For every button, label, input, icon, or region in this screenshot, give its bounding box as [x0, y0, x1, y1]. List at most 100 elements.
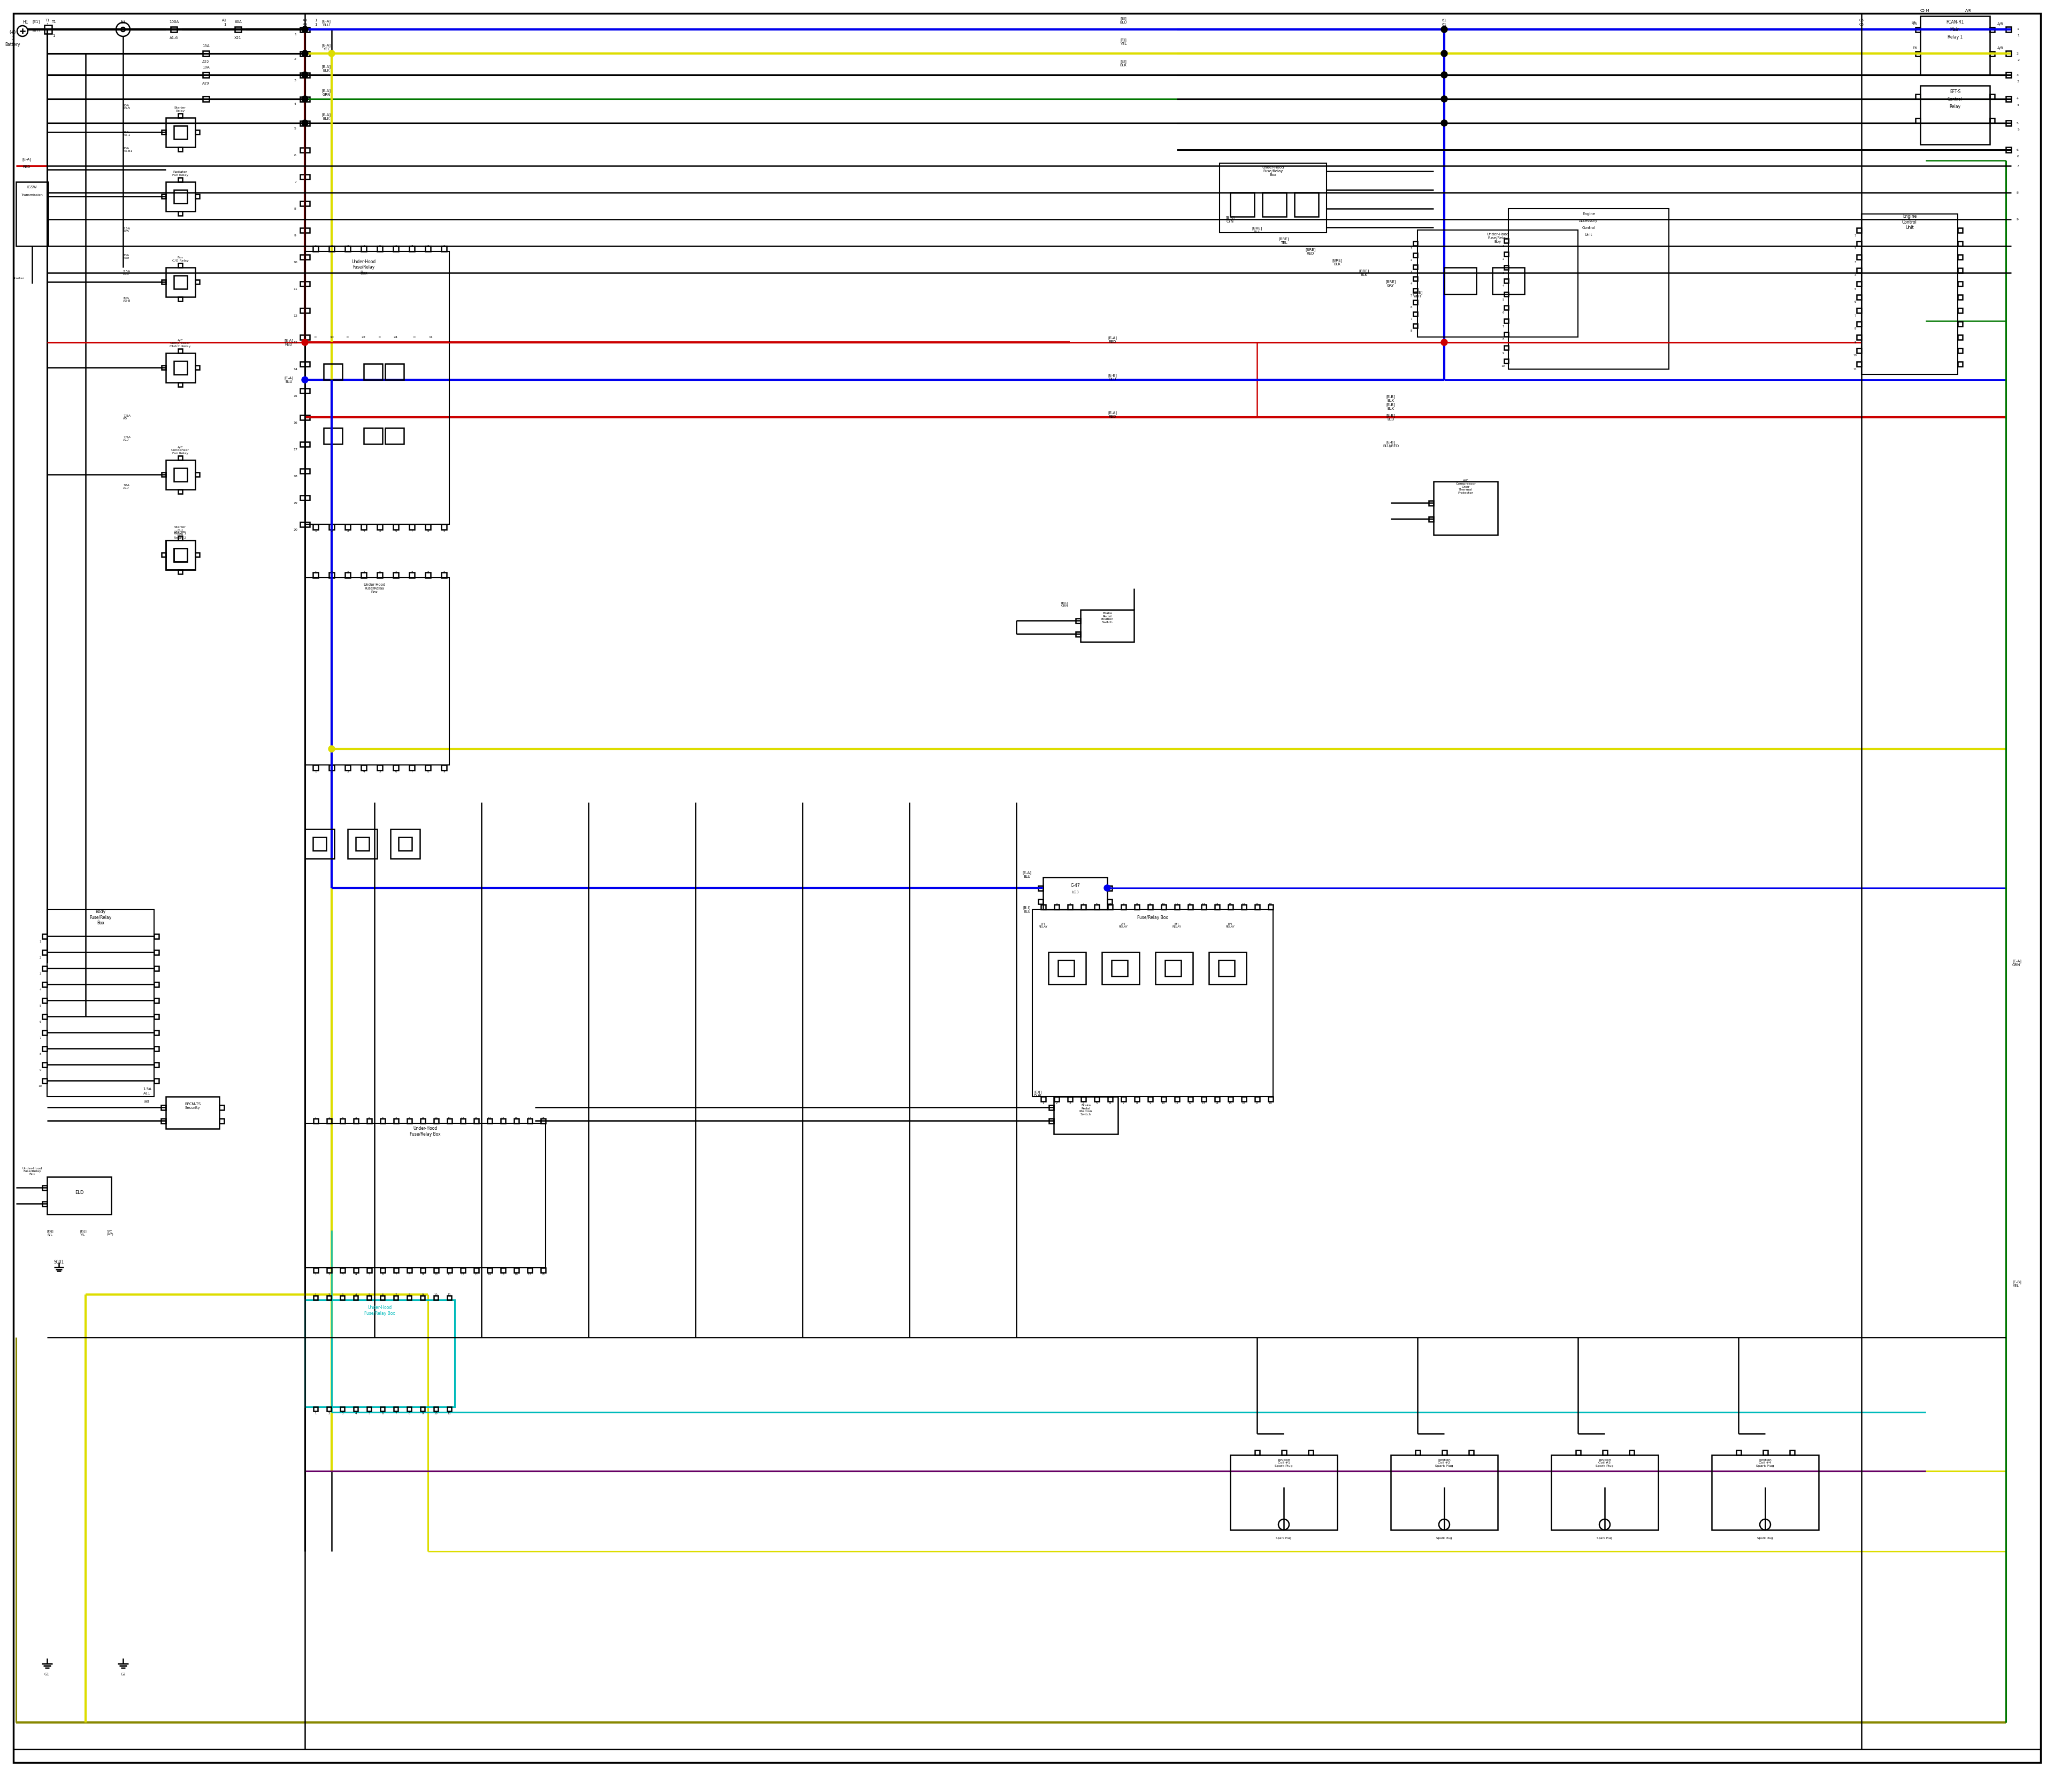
Text: ELD: ELD — [74, 1190, 84, 1195]
Bar — [1058, 961, 1074, 977]
Text: 22: 22 — [362, 335, 366, 339]
Bar — [1187, 905, 1193, 909]
Bar — [460, 1267, 466, 1272]
Text: Ignition
Coil #2
Spark Plug: Ignition Coil #2 Spark Plug — [1436, 1459, 1452, 1468]
Text: [BRE]
WHT: [BRE] WHT — [1413, 290, 1423, 297]
Bar — [407, 1407, 411, 1410]
Bar — [312, 525, 318, 530]
Bar — [378, 572, 382, 577]
Circle shape — [1442, 72, 1448, 79]
Text: Transmission: Transmission — [21, 194, 43, 197]
Bar — [304, 468, 310, 473]
Bar — [1857, 348, 1861, 353]
Text: Spark Plug: Spark Plug — [1436, 1536, 1452, 1539]
Bar — [1267, 905, 1273, 909]
Text: Accessory: Accessory — [1580, 219, 1598, 222]
Bar — [409, 525, 415, 530]
Circle shape — [329, 745, 335, 753]
Bar — [43, 998, 47, 1004]
Bar — [1957, 269, 1962, 272]
Bar — [448, 1267, 452, 1272]
Circle shape — [1442, 50, 1448, 57]
Bar — [392, 765, 398, 771]
Text: E3: E3 — [121, 20, 125, 25]
Text: 12: 12 — [1189, 1102, 1191, 1104]
Bar — [1504, 346, 1508, 349]
Bar — [329, 572, 335, 577]
Bar — [1415, 1450, 1419, 1455]
Bar — [1916, 52, 1920, 56]
Bar — [195, 131, 199, 134]
Bar — [442, 246, 446, 251]
Bar — [1736, 1450, 1742, 1455]
Text: 18: 18 — [1269, 1102, 1271, 1104]
Text: 30A
A39: 30A A39 — [123, 254, 129, 260]
Bar — [1210, 952, 1247, 984]
Text: 15: 15 — [501, 1272, 505, 1276]
Bar — [1095, 905, 1099, 909]
Bar — [154, 1063, 158, 1068]
Bar — [1080, 609, 1134, 642]
Text: EFI
RELAY: EFI RELAY — [1173, 923, 1181, 928]
Text: 10: 10 — [1163, 1102, 1165, 1104]
Bar — [304, 308, 310, 314]
Bar — [1857, 228, 1861, 233]
Text: [E-B]
BLU: [E-B] BLU — [1386, 414, 1395, 421]
Bar — [1054, 1097, 1060, 1102]
Bar — [1920, 86, 1990, 145]
Text: Engine: Engine — [1582, 213, 1596, 215]
Text: 2: 2 — [2017, 59, 2019, 61]
Text: 1: 1 — [51, 34, 55, 38]
Bar — [362, 572, 366, 577]
Bar — [368, 1267, 372, 1272]
Text: Starter
Cut
Relay 2: Starter Cut Relay 2 — [175, 530, 187, 539]
Text: T1: T1 — [51, 20, 55, 23]
Text: [E-B]
BLU/RED: [E-B] BLU/RED — [1382, 441, 1399, 448]
Bar — [1417, 229, 1577, 337]
Text: A/C
Compressor
Clutch Relay: A/C Compressor Clutch Relay — [170, 339, 191, 348]
Bar — [345, 246, 351, 251]
Bar — [1043, 878, 1107, 909]
Text: 2: 2 — [294, 57, 296, 61]
Text: C: C — [413, 335, 415, 339]
Text: 15: 15 — [501, 1116, 505, 1120]
Bar — [1990, 118, 1994, 124]
Bar — [175, 468, 187, 482]
Circle shape — [329, 50, 335, 57]
Bar — [1413, 324, 1417, 328]
Bar — [1202, 1097, 1206, 1102]
Text: Spark Plug: Spark Plug — [1758, 1536, 1773, 1539]
Bar — [380, 1118, 386, 1124]
Bar — [162, 366, 166, 369]
Bar — [175, 276, 187, 289]
Text: [E-B]
BLK: [E-B] BLK — [1386, 394, 1395, 401]
Text: Spark Plug: Spark Plug — [1276, 1536, 1292, 1539]
Bar — [460, 1118, 466, 1124]
Text: 15: 15 — [1228, 1102, 1232, 1104]
Bar — [179, 536, 183, 539]
Bar — [327, 1407, 331, 1410]
Bar — [304, 251, 450, 525]
Bar — [179, 489, 183, 495]
Text: 11: 11 — [294, 287, 298, 290]
Bar — [501, 1118, 505, 1124]
Text: 1
1: 1 1 — [314, 20, 316, 25]
Bar — [1282, 1450, 1286, 1455]
Text: [EJ]
YEL: [EJ] YEL — [1119, 38, 1128, 45]
Text: [BRE]
RED: [BRE] RED — [1304, 247, 1317, 254]
Bar — [179, 211, 183, 215]
Bar — [407, 1118, 413, 1124]
Text: 14: 14 — [294, 367, 298, 371]
Bar — [1107, 885, 1111, 891]
Bar — [314, 1296, 318, 1299]
Bar — [154, 966, 158, 971]
Bar — [1048, 952, 1087, 984]
Bar — [425, 572, 431, 577]
Text: E5: E5 — [1912, 23, 1916, 25]
Bar — [514, 1118, 520, 1124]
Bar — [380, 1407, 384, 1410]
Bar — [528, 1267, 532, 1272]
Bar — [421, 1296, 425, 1299]
Text: [E/J]
Y/L: [E/J] Y/L — [80, 1229, 86, 1236]
Text: 5: 5 — [2017, 127, 2019, 131]
